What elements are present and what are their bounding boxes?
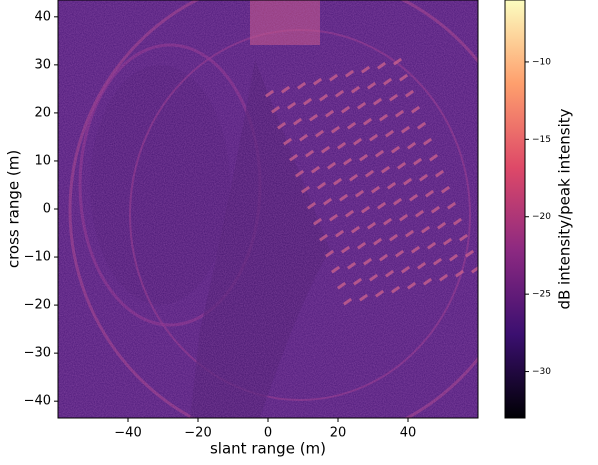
x-tick-label: 40 — [400, 426, 417, 441]
x-tick-label: −40 — [114, 426, 141, 441]
colorbar-label: dB intensity/peak intensity — [556, 108, 574, 309]
sar-image — [58, 0, 478, 418]
y-tick-label: −20 — [24, 298, 51, 313]
y-tick-label: 40 — [34, 9, 51, 24]
x-tick-label: 20 — [330, 426, 347, 441]
y-tick-label: 30 — [34, 57, 51, 72]
y-tick-label: −10 — [24, 250, 51, 265]
colorbar-tick-label: −25 — [532, 290, 551, 300]
y-axis-label: cross range (m) — [5, 150, 23, 268]
y-tick-label: −30 — [24, 346, 51, 361]
y-tick-label: −40 — [24, 394, 51, 409]
colorbar-tick-label: −20 — [532, 212, 551, 222]
colorbar-tick-label: −10 — [532, 57, 551, 67]
x-tick-label: 0 — [264, 426, 272, 441]
y-tick-label: 10 — [34, 153, 51, 168]
x-tick-label: −20 — [184, 426, 211, 441]
colorbar-tick-label: −30 — [532, 367, 551, 377]
x-axis-label: slant range (m) — [210, 440, 326, 458]
y-tick-label: 20 — [34, 105, 51, 120]
y-tick-label: 0 — [43, 202, 51, 217]
colorbar — [504, 0, 526, 419]
colorbar-tick-label: −15 — [532, 135, 551, 145]
